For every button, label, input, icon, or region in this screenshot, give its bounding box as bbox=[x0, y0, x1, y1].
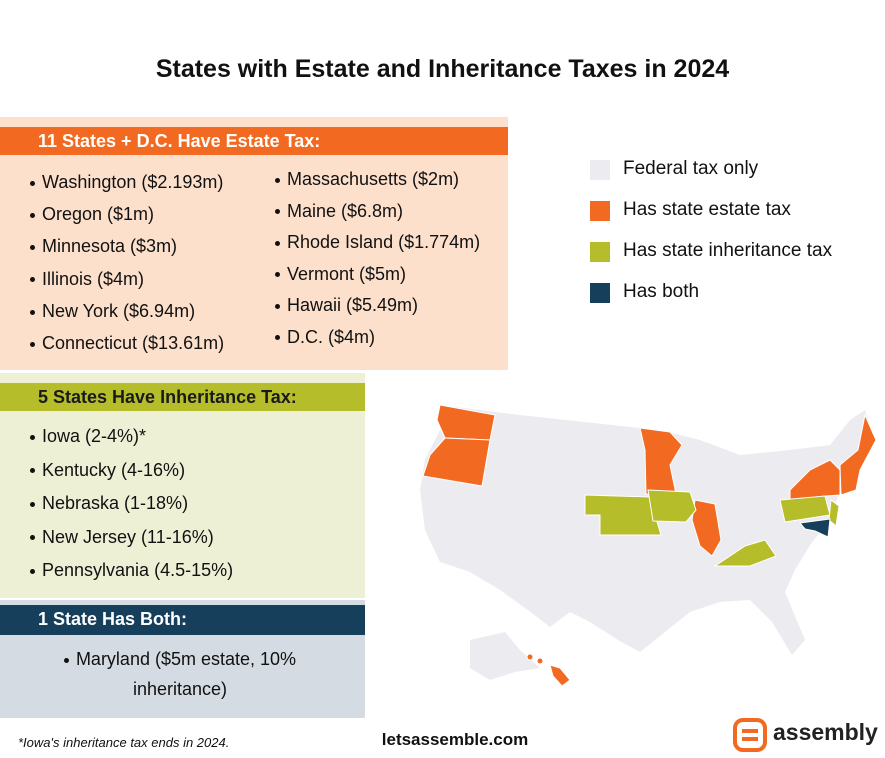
bullet bbox=[275, 209, 280, 215]
bullet bbox=[30, 245, 35, 251]
list-item: New Jersey (11-16%) bbox=[30, 527, 214, 548]
state-hawaii-isle bbox=[536, 657, 544, 665]
list-item: Connecticut ($13.61m) bbox=[30, 333, 224, 354]
state-minnesota bbox=[639, 427, 683, 495]
list-item: Oregon ($1m) bbox=[30, 204, 154, 225]
title: States with Estate and Inheritance Taxes… bbox=[155, 55, 730, 83]
list-item: Maryland ($5m estate, 10% inheritance) bbox=[30, 644, 330, 704]
bullet bbox=[30, 535, 35, 541]
bullet bbox=[30, 341, 35, 347]
legend-swatch bbox=[590, 201, 610, 221]
bullet bbox=[30, 468, 35, 474]
item-text: Massachusetts ($2m) bbox=[287, 169, 460, 189]
item-text: Washington ($2.193m) bbox=[42, 172, 224, 192]
item-text: Rhode Island ($1.774m) bbox=[287, 232, 481, 252]
list-item: Nebraska (1-18%) bbox=[30, 493, 188, 514]
state-iowa bbox=[647, 489, 697, 523]
state-new-jersey bbox=[828, 499, 840, 527]
item-text: Oregon ($1m) bbox=[42, 204, 155, 225]
both-heading: 1 State Has Both: bbox=[0, 605, 365, 635]
state-illinois bbox=[691, 499, 722, 557]
legend-label: Has state inheritance tax bbox=[623, 240, 833, 261]
legend-swatch bbox=[590, 160, 610, 180]
bullet bbox=[275, 272, 280, 278]
item-text: New York ($6.94m) bbox=[42, 300, 196, 321]
state-maryland bbox=[799, 518, 831, 538]
logo-frame bbox=[733, 718, 767, 752]
bullet bbox=[275, 177, 280, 183]
item-text: Connecticut ($13.61m) bbox=[42, 333, 225, 353]
list-item: Maine ($6.8m) bbox=[275, 201, 403, 222]
state-oregon bbox=[422, 437, 491, 487]
item-text: Illinois ($4m) bbox=[42, 268, 145, 289]
item-text: Iowa (2-4%)* bbox=[42, 426, 147, 446]
state-washington bbox=[436, 404, 496, 441]
item-text: Maryland ($5m estate, 10% inheritance) bbox=[75, 649, 297, 699]
bullet bbox=[63, 657, 69, 663]
state-kentucky bbox=[713, 539, 777, 567]
item-text: D.C. ($4m) bbox=[287, 326, 376, 347]
list-item: Iowa (2-4%)* bbox=[30, 426, 146, 447]
item-text: Maine ($6.8m) bbox=[287, 200, 404, 221]
legend-label: Federal tax only bbox=[623, 158, 759, 179]
list-item: Hawaii ($5.49m) bbox=[275, 295, 418, 316]
bullet bbox=[275, 303, 280, 309]
estate-heading: 11 States + D.C. Have Estate Tax: bbox=[0, 127, 508, 155]
bullet bbox=[275, 240, 280, 246]
state-hawaii bbox=[549, 664, 571, 687]
list-item: Rhode Island ($1.774m) bbox=[275, 232, 480, 253]
list-item: New York ($6.94m) bbox=[30, 301, 195, 322]
list-item: D.C. ($4m) bbox=[275, 327, 375, 348]
bullet bbox=[275, 335, 280, 341]
bullet bbox=[30, 309, 35, 315]
bullet bbox=[30, 434, 35, 440]
list-item: Massachusetts ($2m) bbox=[275, 169, 459, 190]
legend-label: Has both bbox=[623, 281, 700, 302]
list-item: Pennsylvania (4.5-15%) bbox=[30, 560, 233, 581]
bullet bbox=[30, 568, 35, 574]
list-item: Minnesota ($3m) bbox=[30, 236, 177, 257]
inheritance-heading: 5 States Have Inheritance Tax: bbox=[0, 383, 365, 411]
item-text: Kentucky (4-16%) bbox=[42, 459, 186, 480]
logo-icon bbox=[733, 718, 767, 752]
legend-swatch bbox=[590, 242, 610, 262]
list-item: Illinois ($4m) bbox=[30, 269, 144, 290]
list-item: Washington ($2.193m) bbox=[30, 172, 223, 193]
item-text: Pennsylvania (4.5-15%) bbox=[42, 560, 234, 580]
bullet bbox=[30, 212, 35, 218]
logo-text: assembly bbox=[773, 719, 878, 745]
legend-swatch bbox=[590, 283, 610, 303]
us-map bbox=[420, 404, 877, 687]
bullet bbox=[30, 501, 35, 507]
legend-label: Has state estate tax bbox=[623, 199, 791, 220]
website: letsassemble.com bbox=[381, 730, 529, 749]
item-text: Hawaii ($5.49m) bbox=[287, 295, 419, 315]
bullet bbox=[30, 180, 35, 186]
state-new-england bbox=[839, 413, 877, 496]
list-item: Kentucky (4-16%) bbox=[30, 460, 185, 481]
estate-panel bbox=[0, 117, 508, 370]
bullet bbox=[30, 277, 35, 283]
item-text: Vermont ($5m) bbox=[287, 263, 407, 284]
map-alaska bbox=[470, 632, 540, 680]
state-hawaii-isle bbox=[526, 653, 534, 661]
item-text: Minnesota ($3m) bbox=[42, 236, 178, 257]
item-text: Nebraska (1-18%) bbox=[42, 493, 189, 513]
item-text: New Jersey (11-16%) bbox=[42, 526, 214, 547]
list-item: Vermont ($5m) bbox=[275, 264, 406, 285]
footnote: *Iowa's inheritance tax ends in 2024. bbox=[18, 735, 230, 750]
